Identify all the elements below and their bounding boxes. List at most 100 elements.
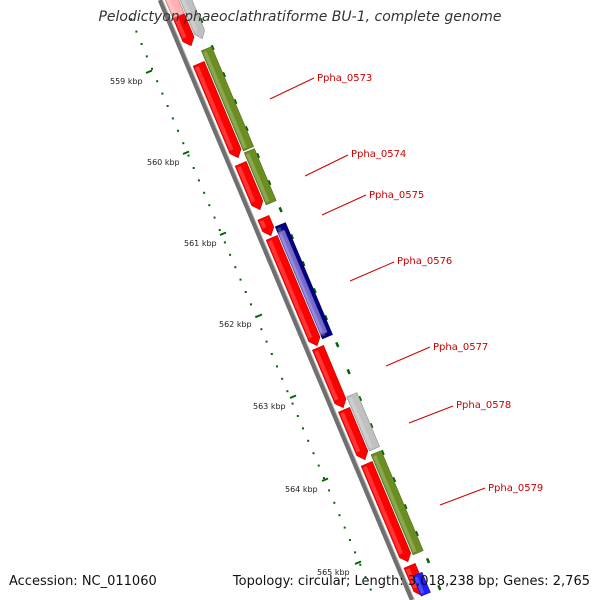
scale-dot bbox=[338, 514, 341, 517]
genome-backbone bbox=[157, 0, 415, 600]
scale-major-tick bbox=[289, 394, 297, 399]
kbp-label: 565 kbp bbox=[317, 568, 350, 577]
outer-tick bbox=[437, 584, 442, 591]
gene-label-leaders bbox=[269, 77, 486, 506]
scale-dot bbox=[140, 43, 143, 45]
reverse-cds-shine bbox=[348, 397, 373, 449]
scale-dot bbox=[192, 167, 195, 169]
scale-dot bbox=[239, 278, 242, 281]
scale-dot bbox=[166, 105, 169, 107]
scale-dot bbox=[145, 55, 148, 58]
outer-tick bbox=[414, 530, 419, 537]
scale-dot bbox=[296, 415, 299, 417]
outer-tick bbox=[369, 422, 374, 429]
scale-dot bbox=[322, 477, 325, 479]
scale-dot bbox=[250, 303, 252, 306]
scale-dot bbox=[151, 67, 153, 70]
scale-dot bbox=[359, 563, 362, 566]
outer-tick bbox=[210, 44, 215, 51]
scale-dot bbox=[171, 117, 174, 120]
scale-dot bbox=[302, 427, 304, 430]
reverse-cds-overlay-shine bbox=[279, 233, 323, 333]
outer-tick-dots bbox=[199, 17, 442, 591]
scale-dot bbox=[130, 18, 133, 21]
outer-tick bbox=[323, 314, 329, 321]
forward-cds-shine bbox=[405, 568, 418, 589]
forward-cds-shine bbox=[259, 220, 267, 229]
forward-cds-shine bbox=[362, 466, 404, 555]
outer-tick bbox=[199, 17, 204, 24]
kbp-label: 560 kbp bbox=[147, 158, 180, 167]
scale-dot bbox=[223, 241, 226, 244]
scale-major-tick bbox=[219, 231, 227, 236]
scale-dot bbox=[208, 204, 211, 207]
forward-cds-faded-shine bbox=[166, 0, 177, 16]
outer-tick bbox=[403, 503, 408, 510]
gene-label-ppha-0576: Ppha_0576 bbox=[397, 256, 452, 267]
scale-dot bbox=[270, 353, 273, 355]
scale-dot bbox=[281, 377, 284, 380]
reverse-cds-shine bbox=[181, 0, 198, 32]
gene-labels: Ppha_0573 Ppha_0574 Ppha_0575 Ppha_0576 … bbox=[317, 73, 543, 494]
scale-dot bbox=[348, 539, 351, 541]
outer-tick bbox=[312, 287, 317, 294]
scale-tick-dots bbox=[130, 18, 372, 591]
scale-dot bbox=[312, 452, 315, 455]
outer-tick bbox=[267, 179, 272, 186]
forward-cds-shine bbox=[268, 240, 313, 339]
scale-dot bbox=[197, 179, 200, 182]
scale-dot bbox=[364, 576, 367, 579]
kbp-label: 563 kbp bbox=[253, 402, 286, 411]
outer-tick bbox=[244, 125, 249, 132]
scale-major-tick bbox=[354, 560, 362, 565]
kbp-label: 564 kbp bbox=[285, 485, 318, 494]
scale-dot bbox=[229, 253, 232, 256]
scale-dot bbox=[369, 588, 372, 591]
reverse-cds-shine bbox=[414, 576, 425, 594]
scale-dot bbox=[187, 154, 190, 157]
outer-tick bbox=[255, 152, 261, 159]
scale-dot bbox=[291, 402, 294, 405]
scale-dot bbox=[177, 129, 179, 132]
outer-tick bbox=[335, 341, 340, 348]
backbone-highlight bbox=[162, 0, 415, 600]
outer-tick bbox=[346, 368, 351, 375]
scale-dot bbox=[328, 489, 331, 492]
kbp-label: 561 kbp bbox=[184, 239, 217, 248]
gene-label-ppha-0574: Ppha_0574 bbox=[351, 149, 406, 160]
outer-tick bbox=[380, 449, 385, 456]
forward-cds bbox=[257, 215, 275, 237]
scale-dot bbox=[244, 291, 247, 293]
outer-tick bbox=[425, 557, 431, 564]
scale-dot bbox=[265, 340, 268, 343]
gene-features bbox=[165, 0, 431, 597]
kbp-label: 559 kbp bbox=[110, 77, 143, 86]
scale-major-tick bbox=[321, 477, 329, 482]
scale-dot bbox=[354, 551, 357, 554]
scale-dot bbox=[276, 365, 278, 368]
reverse-cds-shine bbox=[203, 51, 247, 149]
scale-labels: 559 kbp 560 kbp 561 kbp 562 kbp 563 kbp … bbox=[110, 77, 350, 577]
forward-cds-shine bbox=[236, 166, 256, 203]
gene-label-ppha-0579: Ppha_0579 bbox=[488, 483, 543, 494]
gene-label-ppha-0573: Ppha_0573 bbox=[317, 73, 372, 84]
forward-cds-shine bbox=[194, 66, 234, 151]
scale-major-tick bbox=[182, 150, 190, 155]
scale-dot bbox=[161, 92, 164, 95]
scale-dot bbox=[182, 142, 185, 145]
scale-major-tick bbox=[145, 69, 153, 74]
kbp-label: 562 kbp bbox=[219, 320, 252, 329]
scale-dot bbox=[218, 229, 221, 231]
outer-tick bbox=[357, 395, 363, 402]
scale-dot bbox=[234, 266, 237, 269]
genome-summary: Topology: circular; Length: 3,018,238 bp… bbox=[232, 574, 590, 589]
outer-tick bbox=[233, 98, 238, 105]
scale-dot bbox=[213, 216, 216, 219]
gene-label-ppha-0577: Ppha_0577 bbox=[433, 342, 488, 353]
genome-title: Pelodictyon phaeoclathratiforme BU-1, co… bbox=[98, 9, 502, 25]
outer-tick bbox=[278, 206, 283, 213]
scale-major-tick bbox=[255, 313, 263, 318]
scale-dot bbox=[286, 390, 289, 393]
scale-dot bbox=[156, 80, 159, 83]
